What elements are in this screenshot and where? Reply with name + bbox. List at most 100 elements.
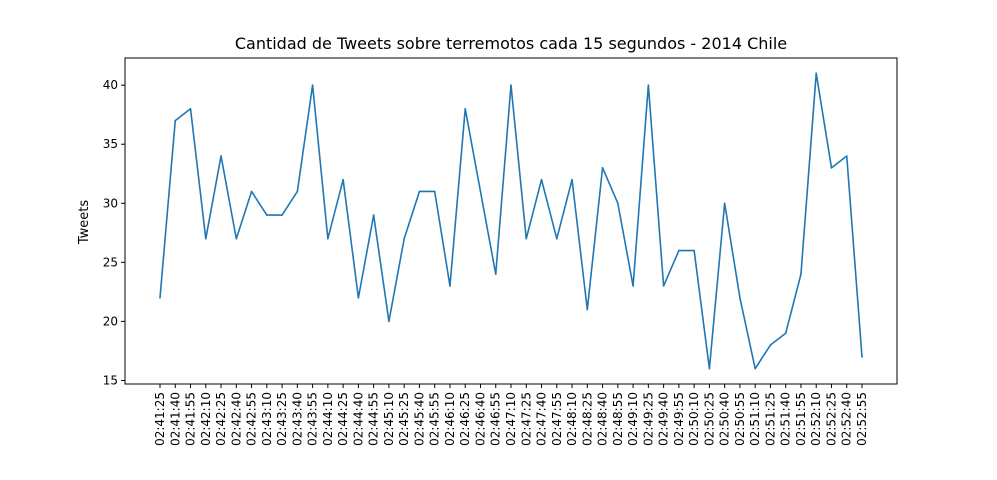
data-point [403,237,405,240]
data-point [723,202,726,205]
data-point [861,356,863,358]
data-point [174,119,177,122]
x-tick-label: 02:46:10 [443,392,457,446]
data-point [449,285,451,287]
x-tick-label: 02:42:25 [214,392,228,446]
data-point [845,155,848,157]
y-tick-label: 25 [103,255,118,269]
x-tick-label: 02:49:10 [626,392,640,446]
data-point [250,190,253,193]
data-point [220,155,222,157]
x-tick-label: 02:43:55 [306,392,320,446]
x-tick-label: 02:45:10 [382,392,396,446]
x-tick-label: 02:52:55 [855,392,869,446]
data-point [510,84,512,86]
x-tick-label: 02:49:40 [657,392,671,446]
data-point [540,178,543,181]
x-tick-label: 02:47:10 [504,392,518,446]
x-tick-label: 02:51:10 [748,392,762,446]
x-tick-label: 02:43:10 [260,392,274,446]
data-point [479,190,482,193]
data-point [769,344,772,346]
x-tick-label: 02:51:40 [779,392,793,446]
data-point [204,237,207,240]
x-tick-label: 02:50:10 [687,392,701,446]
x-tick-label: 02:41:55 [184,392,198,446]
x-tick-label: 02:42:10 [199,392,213,446]
x-tick-label: 02:48:10 [565,392,579,446]
data-point [418,190,421,193]
data-point [617,202,619,205]
data-point [342,178,344,181]
plot-frame [124,57,898,385]
x-tick-label: 02:52:10 [809,392,823,446]
data-point [586,308,589,311]
data-point [296,190,299,193]
series-line [159,72,863,370]
x-tick-label: 02:47:40 [535,392,549,446]
data-point [372,214,375,216]
data-point [189,107,192,110]
x-tick-label: 02:44:10 [321,392,335,446]
data-point [784,332,787,335]
x-tick-label: 02:46:55 [489,392,503,446]
x-tick-label: 02:51:25 [763,392,777,446]
x-tick-label: 02:48:25 [580,392,594,446]
x-tick-label: 02:45:25 [397,392,411,446]
data-point [678,249,680,252]
x-tick-label: 02:52:40 [840,392,854,446]
data-point [754,367,756,370]
x-tick-label: 02:52:25 [824,392,838,446]
x-tick-label: 02:49:55 [672,392,686,446]
data-point [433,190,436,193]
x-tick-label: 02:44:55 [367,392,381,446]
data-point [266,214,268,216]
data-point [647,84,650,86]
x-tick-label: 02:50:40 [718,392,732,446]
y-tick-label: 20 [103,314,118,328]
x-tick-label: 02:44:40 [351,392,365,446]
data-point [235,237,238,240]
x-tick-label: 02:42:55 [245,392,259,446]
x-tick-label: 02:41:25 [153,392,167,446]
data-point [571,178,573,181]
data-point [708,367,711,370]
data-point [494,273,497,275]
data-point [464,107,467,110]
chart-title: Cantidad de Tweets sobre terremotos cada… [235,34,787,53]
x-tick-label: 02:47:25 [519,392,533,446]
y-tick-label: 15 [103,373,118,387]
x-tick-label: 02:46:40 [473,392,487,446]
data-point [555,237,558,240]
x-tick-label: 02:48:55 [611,392,625,446]
x-tick-label: 02:45:55 [428,392,442,446]
data-point [388,320,390,323]
y-tick-label: 40 [103,78,118,92]
x-tick-label: 02:43:40 [290,392,304,446]
data-point [800,273,802,275]
data-point [693,249,695,252]
data-point [830,167,833,169]
x-tick-label: 02:50:55 [733,392,747,446]
x-tick-label: 02:42:40 [229,392,243,446]
data-point [662,285,665,287]
data-point [327,237,329,240]
y-tick-label: 35 [103,137,118,151]
y-tick-label: 30 [103,196,118,210]
x-tick-label: 02:43:25 [275,392,289,446]
data-point [815,72,818,75]
data-point [357,296,360,299]
data-point [601,167,604,169]
y-axis-label: Tweets [77,200,92,246]
x-tick-label: 02:51:55 [794,392,808,446]
x-tick-label: 02:50:25 [702,392,716,446]
data-point [311,84,314,86]
data-point [632,285,634,287]
data-point [281,214,283,216]
x-tick-label: 02:48:40 [596,392,610,446]
x-tick-label: 02:45:40 [412,392,426,446]
data-point [159,296,161,299]
